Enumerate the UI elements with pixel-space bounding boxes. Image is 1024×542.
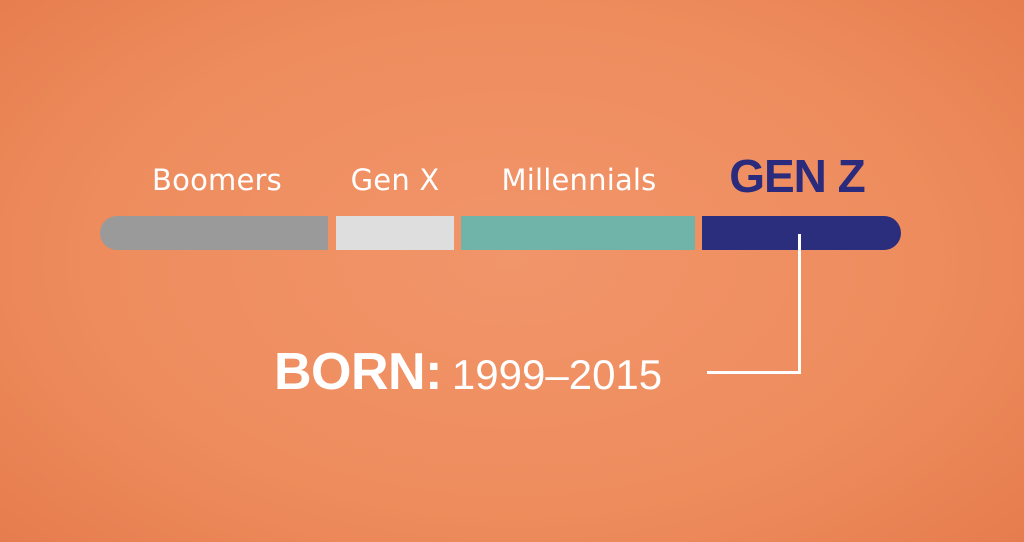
bar-gen-z: [702, 216, 901, 250]
label-gen-z: GEN Z: [729, 150, 866, 202]
label-millennials: Millennials: [501, 163, 657, 197]
born-years: 1999–2015: [451, 351, 663, 398]
label-gen-x: Gen X: [350, 163, 440, 197]
born-key: BORN:: [274, 343, 442, 401]
bar-gen-x: [336, 216, 454, 250]
callout-connector-vertical: [798, 234, 801, 374]
bar-millennials: [461, 216, 695, 250]
callout-connector-horizontal: [707, 371, 801, 374]
label-boomers: Boomers: [152, 163, 282, 197]
born-callout: BORN: 1999–2015: [274, 340, 662, 404]
bar-boomers: [100, 216, 328, 250]
